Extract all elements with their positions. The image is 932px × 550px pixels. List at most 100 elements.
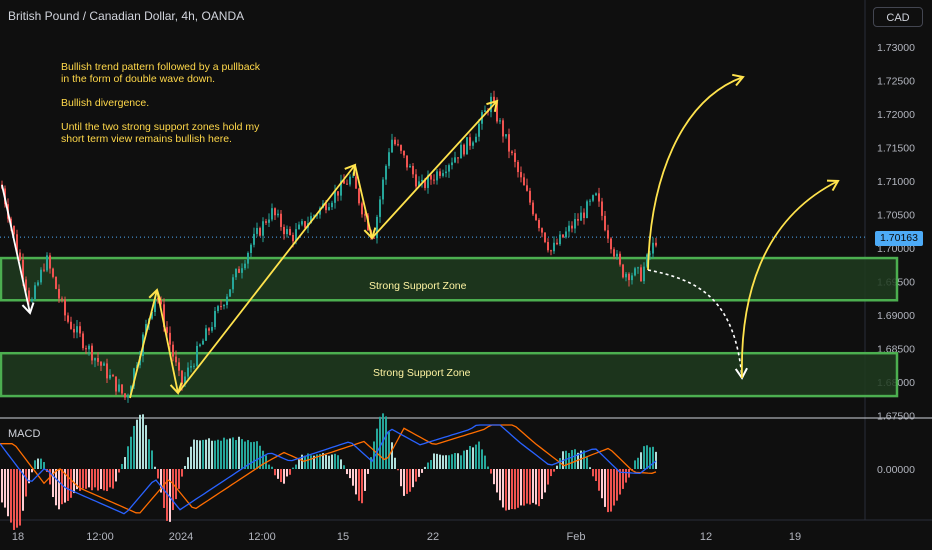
last-price-tag: 1.70163 bbox=[875, 231, 923, 246]
candle-body bbox=[352, 176, 354, 178]
candle-body bbox=[196, 345, 198, 366]
macd-histogram-bar bbox=[343, 465, 345, 469]
candle-body bbox=[502, 120, 504, 137]
candle-body bbox=[535, 214, 537, 220]
macd-histogram-bar bbox=[376, 428, 378, 469]
macd-histogram-bar bbox=[466, 449, 468, 469]
candle-body bbox=[466, 137, 468, 155]
candle-body bbox=[235, 268, 237, 278]
candle-body bbox=[202, 340, 204, 345]
macd-histogram-bar bbox=[37, 458, 39, 469]
candle-body bbox=[439, 171, 441, 176]
macd-histogram-bar bbox=[193, 439, 195, 469]
macd-histogram-bar bbox=[226, 439, 228, 469]
macd-histogram-bar bbox=[520, 469, 522, 506]
macd-histogram-bar bbox=[370, 457, 372, 469]
candle-body bbox=[247, 252, 249, 264]
zone-label-upper: Strong Support Zone bbox=[369, 280, 467, 292]
macd-histogram-bar bbox=[223, 437, 225, 469]
candle-body bbox=[229, 289, 231, 297]
candle-body bbox=[436, 171, 438, 181]
macd-histogram-bar bbox=[472, 447, 474, 469]
macd-histogram-bar bbox=[433, 453, 435, 469]
candle-body bbox=[91, 345, 93, 361]
macd-histogram-bar bbox=[256, 441, 258, 469]
macd-histogram-bar bbox=[58, 469, 60, 510]
macd-histogram-bar bbox=[625, 469, 627, 483]
candle-body bbox=[613, 249, 615, 257]
macd-histogram-bar bbox=[220, 440, 222, 469]
candle-body bbox=[253, 233, 255, 245]
macd-histogram-bar bbox=[460, 455, 462, 469]
macd-histogram-bar bbox=[319, 453, 321, 469]
macd-histogram-bar bbox=[334, 453, 336, 469]
macd-histogram-bar bbox=[100, 469, 102, 489]
macd-histogram-bar bbox=[592, 469, 594, 477]
macd-histogram-bar bbox=[514, 469, 516, 510]
candle-body bbox=[205, 328, 207, 341]
macd-histogram-bar bbox=[415, 469, 417, 482]
macd-histogram-bar bbox=[322, 453, 324, 469]
macd-histogram-bar bbox=[553, 469, 555, 472]
price-tick-label: 1.71500 bbox=[877, 143, 915, 155]
candle-body bbox=[280, 213, 282, 227]
macd-histogram-bar bbox=[169, 469, 171, 522]
time-tick-label: 12:00 bbox=[86, 531, 114, 543]
macd-histogram-bar bbox=[181, 469, 183, 477]
macd-histogram-bar bbox=[397, 469, 399, 471]
candle-body bbox=[514, 153, 516, 162]
macd-histogram-bar bbox=[217, 439, 219, 469]
candles bbox=[1, 90, 657, 403]
macd-histogram-bar bbox=[91, 469, 93, 491]
macd-histogram-bar bbox=[406, 469, 408, 494]
macd-histogram-bar bbox=[241, 439, 243, 469]
candle-body bbox=[310, 216, 312, 224]
macd-histogram-bar bbox=[523, 469, 525, 506]
wave-line bbox=[156, 289, 179, 394]
candle-body bbox=[25, 279, 27, 291]
candle-body bbox=[28, 290, 30, 302]
macd-histogram-bar bbox=[529, 469, 531, 505]
macd-histogram-bar bbox=[595, 469, 597, 481]
macd-histogram-bar bbox=[316, 454, 318, 469]
candle-body bbox=[568, 225, 570, 232]
candle-body bbox=[538, 219, 540, 229]
macd-histogram-bar bbox=[448, 455, 450, 469]
macd-histogram-bar bbox=[187, 457, 189, 469]
projection-curve-up bbox=[647, 76, 744, 271]
macd-histogram-bar bbox=[277, 469, 279, 479]
candle-body bbox=[616, 253, 618, 257]
macd-histogram-bar bbox=[103, 469, 105, 491]
candle-body bbox=[226, 296, 228, 306]
candle-body bbox=[22, 259, 24, 280]
macd-histogram-bar bbox=[94, 469, 96, 488]
candle-body bbox=[622, 264, 624, 278]
time-tick-label: 22 bbox=[427, 531, 439, 543]
macd-histogram-bar bbox=[130, 436, 132, 469]
candle-body bbox=[97, 358, 99, 362]
candle-body bbox=[274, 208, 276, 216]
macd-histogram-bar bbox=[160, 469, 162, 493]
macd-histogram-bar bbox=[484, 455, 486, 469]
macd-histogram-bar bbox=[475, 444, 477, 469]
candle-body bbox=[82, 333, 84, 349]
macd-histogram-bar bbox=[295, 464, 297, 469]
currency-button[interactable]: CAD bbox=[873, 7, 923, 27]
macd-histogram-bar bbox=[268, 464, 270, 469]
macd-histogram-bar bbox=[445, 455, 447, 469]
candle-body bbox=[163, 304, 165, 328]
macd-tick-label: 0.00000 bbox=[877, 464, 915, 476]
candle-body bbox=[406, 155, 408, 168]
candle-body bbox=[232, 277, 234, 290]
macd-histogram-bar bbox=[304, 455, 306, 469]
macd-histogram-bar bbox=[571, 450, 573, 469]
macd-histogram-bar bbox=[619, 469, 621, 495]
macd-histogram-bar bbox=[178, 469, 180, 489]
macd-histogram-bar bbox=[85, 469, 87, 489]
macd-histogram-bar bbox=[205, 439, 207, 469]
candle-body bbox=[154, 298, 156, 312]
candle-body bbox=[382, 179, 384, 200]
macd-histogram-bar bbox=[439, 454, 441, 469]
candle-body bbox=[298, 224, 300, 230]
candle-body bbox=[652, 242, 654, 254]
